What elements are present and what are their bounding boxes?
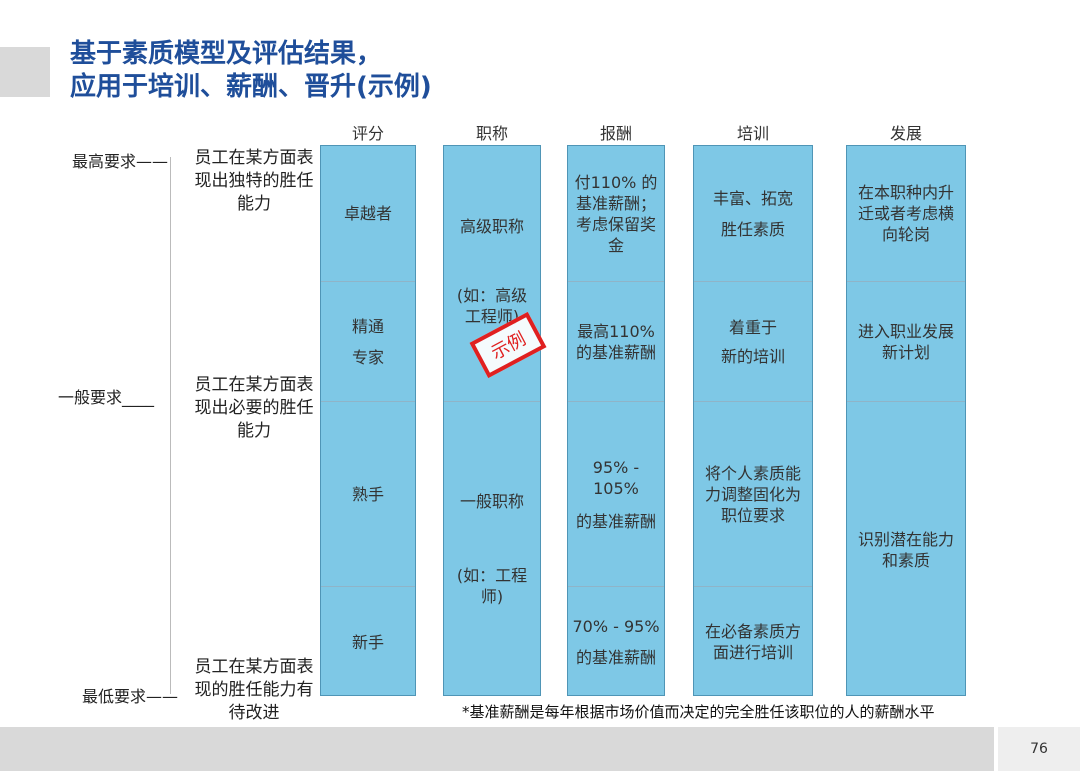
- column-pay: 付110% 的基准薪酬；考虑保留奖金 最高110%的基准薪酬 95% - 105…: [567, 145, 665, 696]
- header-training: 培训: [736, 124, 769, 143]
- development-cell-lower: 识别潜在能力和素质: [847, 401, 965, 697]
- score-cell-novice: 新手: [321, 586, 415, 697]
- pay-skilled-range: 95% - 105%: [592, 457, 640, 498]
- pay-skilled-label: 的基准薪酬: [575, 511, 656, 531]
- development-cell-excellent: 在本职种内升迁或者考虑横向轮岗: [847, 146, 965, 281]
- score-master-line-2: 专家: [351, 347, 384, 367]
- training-cell-excellent: 丰富、拓宽 胜任素质: [694, 146, 812, 281]
- development-cell-master: 进入职业发展新计划: [847, 281, 965, 401]
- page-title: 基于素质模型及评估结果， 应用于培训、薪酬、晋升(示例): [70, 38, 432, 104]
- description-high: 员工在某方面表现出独特的胜任能力: [194, 148, 314, 214]
- title-senior-example: (如：高级工程师): [456, 286, 528, 326]
- score-excellent: 卓越者: [343, 204, 392, 223]
- pay-excellent: 付110% 的基准薪酬；考虑保留奖金: [574, 172, 658, 255]
- score-cell-master: 精通 专家: [321, 281, 415, 401]
- score-cell-excellent: 卓越者: [321, 146, 415, 281]
- header-score: 评分: [351, 124, 384, 143]
- header-development: 发展: [889, 124, 922, 143]
- pay-novice-range: 70% - 95%: [572, 617, 660, 636]
- level-highest: 最高要求——: [72, 152, 169, 171]
- header-pay: 报酬: [599, 124, 632, 143]
- pay-cell-master: 最高110%的基准薪酬: [568, 281, 664, 401]
- column-training: 丰富、拓宽 胜任素质 着重于 新的培训 将个人素质能力调整固化为职位要求 在必备…: [693, 145, 813, 696]
- header-title: 职称: [475, 124, 508, 143]
- training-novice: 在必备素质方面进行培训: [704, 622, 801, 662]
- footnote: *基准薪酬是每年根据市场价值而决定的完全胜任该职位的人的薪酬水平: [462, 703, 935, 721]
- description-mid: 员工在某方面表现出必要的胜任能力: [194, 375, 314, 441]
- score-master-line-1: 精通: [351, 316, 384, 336]
- development-lower: 识别潜在能力和素质: [857, 529, 954, 570]
- page-number: 76: [998, 727, 1080, 771]
- training-skilled: 将个人素质能力调整固化为职位要求: [704, 463, 801, 525]
- column-score: 卓越者 精通 专家 熟手 新手: [320, 145, 416, 696]
- training-master-line-1: 着重于: [728, 317, 777, 337]
- title-cell-general-example: (如：工程师): [444, 556, 540, 616]
- training-excellent-line-1: 丰富、拓宽: [712, 188, 793, 208]
- title-general-example: (如：工程师): [456, 566, 528, 606]
- pay-novice-label: 的基准薪酬: [575, 648, 656, 667]
- level-axis-line: [170, 157, 171, 694]
- development-master: 进入职业发展新计划: [857, 321, 954, 362]
- pay-master: 最高110%的基准薪酬: [575, 321, 656, 362]
- score-skilled: 熟手: [351, 484, 384, 504]
- title-senior: 高级职称: [459, 216, 524, 236]
- pay-cell-excellent: 付110% 的基准薪酬；考虑保留奖金: [568, 146, 664, 281]
- description-low: 员工在某方面表现的胜任能力有待改进: [194, 657, 314, 723]
- column-job-title: 高级职称 (如：高级工程师) 一般职称 (如：工程师): [443, 145, 541, 696]
- development-excellent: 在本职种内升迁或者考虑横向轮岗: [857, 183, 954, 244]
- title-cell-general: 一般职称: [444, 401, 540, 601]
- footer-bar: [0, 727, 994, 771]
- score-cell-skilled: 熟手: [321, 401, 415, 586]
- title-cell-senior-example: (如：高级工程师): [444, 276, 540, 336]
- pay-cell-novice: 70% - 95% 的基准薪酬: [568, 586, 664, 697]
- training-master-line-2: 新的培训: [720, 346, 785, 366]
- page-title-line-2: 应用于培训、薪酬、晋升(示例): [70, 72, 432, 102]
- column-development: 在本职种内升迁或者考虑横向轮岗 进入职业发展新计划 识别潜在能力和素质: [846, 145, 966, 696]
- training-cell-skilled: 将个人素质能力调整固化为职位要求: [694, 401, 812, 586]
- accent-block: [0, 47, 50, 97]
- training-cell-master: 着重于 新的培训: [694, 281, 812, 401]
- training-cell-novice: 在必备素质方面进行培训: [694, 586, 812, 697]
- pay-cell-skilled: 95% - 105% 的基准薪酬: [568, 401, 664, 586]
- training-excellent-line-2: 胜任素质: [720, 219, 785, 239]
- level-general: 一般要求____: [58, 388, 155, 407]
- score-novice: 新手: [351, 632, 384, 652]
- page-title-line-1: 基于素质模型及评估结果，: [70, 39, 383, 69]
- title-general: 一般职称: [459, 492, 524, 511]
- level-lowest: 最低要求——: [82, 687, 179, 706]
- title-cell-senior: 高级职称: [444, 186, 540, 266]
